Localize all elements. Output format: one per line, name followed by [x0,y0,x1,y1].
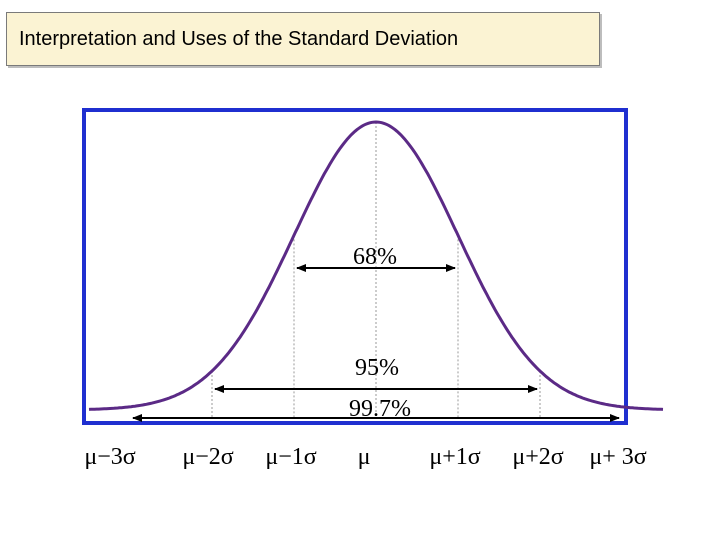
interval-label-99-7: 99.7% [349,396,411,422]
interval-label-95: 95% [355,355,399,381]
axis-label-minus-2-sigma: μ−2σ [182,444,233,470]
axis-label-minus-3-sigma: μ−3σ [84,444,135,470]
axis-label-minus-1-sigma: μ−1σ [265,444,316,470]
axis-label-plus-3-sigma: μ+ 3σ [589,444,646,470]
bell-curve [88,120,664,411]
title-box: Interpretation and Uses of the Standard … [6,12,600,66]
axis-label-mu: μ [358,444,371,470]
chart-frame [82,108,628,425]
axis-label-plus-2-sigma: μ+2σ [512,444,563,470]
axis-label-plus-1-sigma: μ+1σ [429,444,480,470]
page-title: Interpretation and Uses of the Standard … [19,27,459,50]
interval-label-68: 68% [353,244,397,270]
